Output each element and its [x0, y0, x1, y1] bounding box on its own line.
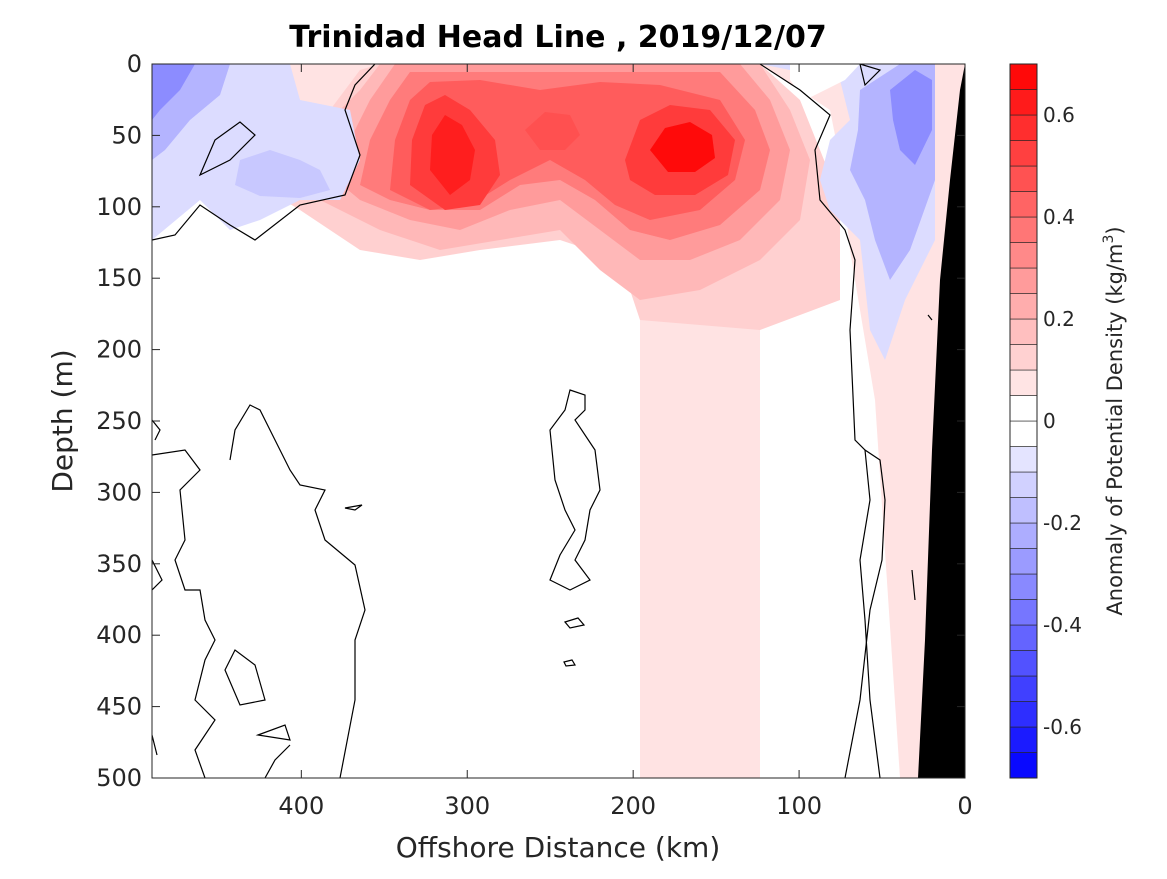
anomaly-zero-region-left [152, 250, 640, 778]
colorbar-swatch [1009, 114, 1038, 141]
x-tick-label: 100 [776, 792, 822, 820]
colorbar-swatch [1009, 522, 1038, 549]
contour-line [198, 121, 256, 177]
contour-line [152, 559, 163, 756]
contour-line [549, 389, 601, 591]
colorbar-swatch [1009, 242, 1038, 269]
colorbar-swatch [1009, 624, 1038, 651]
colorbar-swatch [1009, 216, 1038, 243]
y-tick-label: 50 [111, 121, 142, 149]
contour-line [859, 449, 881, 778]
colorbar-label-end: ) [1103, 226, 1127, 234]
colorbar-swatch [1009, 471, 1038, 498]
anomaly-band-neg-mid [235, 150, 330, 198]
y-tick-label: 350 [96, 550, 142, 578]
bathymetry-mask [918, 64, 965, 778]
colorbar-swatch [1009, 293, 1038, 320]
colorbar-swatch [1009, 318, 1038, 345]
colorbar-swatch [1009, 573, 1038, 600]
contour-line [224, 649, 266, 706]
x-tick-label: 200 [610, 792, 656, 820]
colorbar-label-main: Anomaly of Potential Density (kg/m [1103, 244, 1127, 616]
colorbar-tick-label: 0.2 [1043, 307, 1075, 331]
colorbar-swatch [1009, 140, 1038, 167]
colorbar-tick-label: -0.2 [1043, 511, 1082, 535]
anomaly-core-pos-2-peak [650, 122, 715, 172]
colorbar-swatch [1009, 752, 1038, 779]
y-axis-label: Depth (m) [46, 349, 79, 492]
contour-line [563, 659, 576, 667]
colorbar-swatch [1009, 726, 1038, 753]
colorbar-swatch [1009, 267, 1038, 294]
colorbar-swatch [1009, 497, 1038, 524]
colorbar-swatch [1009, 599, 1038, 626]
anomaly-core-pos-3 [525, 112, 580, 150]
x-axis: 400 300 200 100 0 [278, 64, 973, 820]
zero-contours [152, 64, 939, 778]
colorbar-swatch [1009, 191, 1038, 218]
anomaly-region-zero-top [790, 64, 860, 100]
contour-line [563, 617, 586, 629]
colorbar-tick-label: 0 [1043, 409, 1056, 433]
colorbar-swatch [1009, 165, 1038, 192]
plot-area [152, 64, 965, 778]
colorbar-swatch [1009, 446, 1038, 473]
contour-line [859, 64, 882, 87]
colorbar-tick-label: 0.6 [1043, 103, 1075, 127]
colorbar-tick-label: -0.6 [1043, 715, 1082, 739]
contour-line [344, 504, 363, 511]
colorbar-swatch [1009, 701, 1038, 728]
colorbar-swatch [1009, 675, 1038, 702]
anomaly-band-pos-tongue [640, 300, 760, 778]
colorbar-tick-label: -0.4 [1043, 613, 1082, 637]
contour-line [152, 64, 376, 241]
colorbar-swatch [1009, 369, 1038, 396]
x-tick-label: 300 [444, 792, 490, 820]
x-axis-label: Offshore Distance (km) [396, 831, 721, 864]
contour-line [255, 724, 291, 741]
anomaly-core-pos-1-peak [430, 115, 475, 195]
y-tick-label: 300 [96, 478, 142, 506]
contour-line [152, 419, 216, 778]
y-tick-label: 200 [96, 336, 142, 364]
colorbar-tick-label: 0.4 [1043, 205, 1075, 229]
anomaly-band-neg-right-3 [890, 70, 932, 165]
colorbar-swatch [1009, 420, 1038, 447]
y-tick-label: 150 [96, 264, 142, 292]
colorbar-label-sup: 3 [1101, 235, 1117, 244]
contour-line [759, 64, 886, 778]
colorbar-frame [1009, 63, 1038, 779]
colorbar-label: Anomaly of Potential Density (kg/m3) [1101, 226, 1127, 615]
y-tick-label: 450 [96, 693, 142, 721]
colorbar-swatch [1009, 89, 1038, 116]
y-tick-label: 250 [96, 407, 142, 435]
y-tick-label: 500 [96, 764, 142, 792]
x-tick-label: 400 [278, 792, 324, 820]
contour-line [229, 404, 366, 778]
chart-title: Trinidad Head Line , 2019/12/07 [289, 20, 826, 55]
anomaly-band-neg-left-3 [152, 64, 195, 120]
x-tick-label: 0 [957, 792, 972, 820]
colorbar-swatch [1009, 650, 1038, 677]
colorbar-swatch [1009, 395, 1038, 422]
colorbar-swatch [1009, 344, 1038, 371]
y-tick-label: 100 [96, 193, 142, 221]
colorbar-swatch [1009, 63, 1038, 90]
colorbar-swatch [1009, 548, 1038, 575]
contour-line [911, 569, 916, 601]
y-tick-label: 400 [96, 621, 142, 649]
y-axis: 0 50 100 150 200 250 300 350 400 450 500 [96, 50, 965, 792]
y-tick-label: 0 [127, 50, 142, 78]
colorbar: 0.6 0.4 0.2 0 -0.2 -0.4 -0.6 [1009, 63, 1082, 779]
